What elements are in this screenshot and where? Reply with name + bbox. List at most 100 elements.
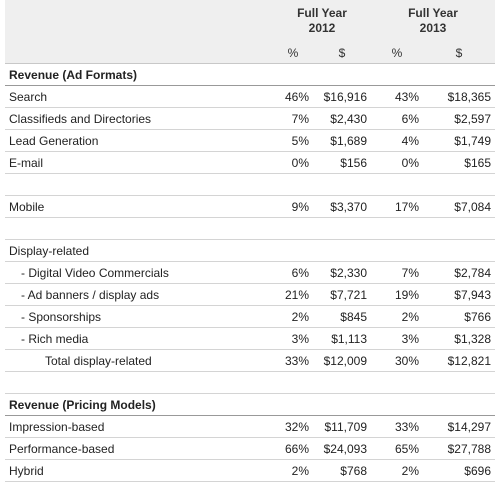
subheader: $ <box>313 42 371 64</box>
table-row: Performance-based 66% $24,093 65% $27,788 <box>5 437 495 460</box>
row-label: E-mail <box>5 151 273 174</box>
cell: $1,749 <box>423 129 495 152</box>
spacer-cell <box>273 173 313 196</box>
column-group: Full Year 2012 <box>273 0 371 42</box>
cell: 66% <box>273 437 313 460</box>
row-label: - Digital Video Commercials <box>5 261 273 284</box>
group-title: Full Year <box>408 6 458 20</box>
cell <box>273 63 313 86</box>
spacer-cell <box>273 371 313 394</box>
cell <box>423 63 495 86</box>
cell: 43% <box>371 85 423 108</box>
cell <box>313 239 371 262</box>
spacer-cell <box>5 173 273 196</box>
cell: $768 <box>313 459 371 482</box>
table-row: - Sponsorships 2% $845 2% $766 <box>5 305 495 328</box>
cell: 2% <box>371 305 423 328</box>
cell: $18,365 <box>423 85 495 108</box>
cell: $2,330 <box>313 261 371 284</box>
cell: 19% <box>371 283 423 306</box>
group-title: Full Year <box>297 6 347 20</box>
cell: $845 <box>313 305 371 328</box>
cell: $766 <box>423 305 495 328</box>
cell: $14,297 <box>423 415 495 438</box>
cell: $12,821 <box>423 349 495 372</box>
cell: $1,689 <box>313 129 371 152</box>
table-row: E-mail 0% $156 0% $165 <box>5 151 495 174</box>
row-label: - Sponsorships <box>5 305 273 328</box>
cell: $16,916 <box>313 85 371 108</box>
table-row: Total display-related 33% $12,009 30% $12,82… <box>5 349 495 372</box>
cell: 0% <box>371 151 423 174</box>
row-label: Impression-based <box>5 415 273 438</box>
cell <box>273 239 313 262</box>
cell: $7,943 <box>423 283 495 306</box>
spacer-cell <box>423 217 495 240</box>
row-label: Search <box>5 85 273 108</box>
spacer-cell <box>313 217 371 240</box>
cell: 2% <box>371 459 423 482</box>
cell: 65% <box>371 437 423 460</box>
cell <box>273 393 313 416</box>
cell: $27,788 <box>423 437 495 460</box>
cell: 5% <box>273 129 313 152</box>
cell: 33% <box>273 349 313 372</box>
cell: 3% <box>273 327 313 350</box>
cell: $2,784 <box>423 261 495 284</box>
spacer-row <box>5 173 495 196</box>
spacer-cell <box>5 217 273 240</box>
cell: 21% <box>273 283 313 306</box>
table-header: Full Year 2012 Full Year 2013 % $ % $ <box>5 0 495 64</box>
cell: 9% <box>273 195 313 218</box>
header-blank <box>5 42 273 64</box>
cell: 4% <box>371 129 423 152</box>
spacer-cell <box>423 173 495 196</box>
row-label: Display-related <box>5 239 273 262</box>
cell <box>423 239 495 262</box>
table-row: - Rich media 3% $1,113 3% $1,328 <box>5 327 495 350</box>
cell: 0% <box>273 151 313 174</box>
cell: 2% <box>273 305 313 328</box>
spacer-cell <box>423 371 495 394</box>
cell: 17% <box>371 195 423 218</box>
cell: 33% <box>371 415 423 438</box>
table-row: Display-related <box>5 239 495 262</box>
cell: 3% <box>371 327 423 350</box>
cell <box>371 63 423 86</box>
cell <box>313 393 371 416</box>
cell: 46% <box>273 85 313 108</box>
table-row: Hybrid 2% $768 2% $696 <box>5 459 495 482</box>
table-row: Search 46% $16,916 43% $18,365 <box>5 85 495 108</box>
column-group: Full Year 2013 <box>371 0 495 42</box>
cell: $165 <box>423 151 495 174</box>
spacer-cell <box>371 371 423 394</box>
cell: 6% <box>273 261 313 284</box>
cell <box>423 393 495 416</box>
subheader: % <box>371 42 423 64</box>
spacer-cell <box>371 217 423 240</box>
table-row: Revenue (Ad Formats) <box>5 63 495 86</box>
spacer-cell <box>273 217 313 240</box>
cell: $696 <box>423 459 495 482</box>
row-label: - Rich media <box>5 327 273 350</box>
cell: $7,084 <box>423 195 495 218</box>
data-table: Full Year 2012 Full Year 2013 % $ % $ Reve… <box>5 0 495 482</box>
table-row: Revenue (Pricing Models) <box>5 393 495 416</box>
cell: $156 <box>313 151 371 174</box>
cell <box>371 239 423 262</box>
cell: 6% <box>371 107 423 130</box>
row-label: Hybrid <box>5 459 273 482</box>
cell: $3,370 <box>313 195 371 218</box>
subheader: % <box>273 42 313 64</box>
cell: 2% <box>273 459 313 482</box>
header-blank <box>5 0 273 42</box>
cell: $2,597 <box>423 107 495 130</box>
table-row: Classifieds and Directories 7% $2,430 6% $2,… <box>5 107 495 130</box>
subheader: $ <box>423 42 495 64</box>
spacer-cell <box>313 173 371 196</box>
cell: $1,113 <box>313 327 371 350</box>
cell: $24,093 <box>313 437 371 460</box>
spacer-row <box>5 217 495 240</box>
row-label: Lead Generation <box>5 129 273 152</box>
header-row: Full Year 2012 Full Year 2013 <box>5 0 495 42</box>
